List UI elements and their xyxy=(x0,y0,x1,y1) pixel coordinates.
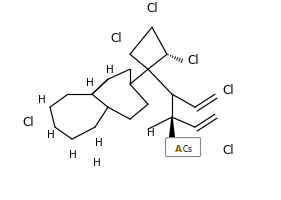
Text: H: H xyxy=(69,149,77,159)
Text: H: H xyxy=(93,157,101,167)
Text: Cl: Cl xyxy=(222,83,234,96)
Text: H: H xyxy=(86,78,94,88)
Text: s: s xyxy=(188,144,192,153)
Text: Cl: Cl xyxy=(22,115,34,128)
Text: H: H xyxy=(147,127,155,137)
Text: Cl: Cl xyxy=(110,32,122,45)
FancyBboxPatch shape xyxy=(166,138,201,157)
Text: A: A xyxy=(175,144,182,153)
Text: H: H xyxy=(106,65,114,75)
Text: H: H xyxy=(47,129,55,139)
Polygon shape xyxy=(169,118,176,147)
Text: H: H xyxy=(38,95,46,105)
Text: C: C xyxy=(182,144,188,153)
Text: Cl: Cl xyxy=(222,143,234,156)
Text: Cl: Cl xyxy=(146,2,158,15)
Text: Cl: Cl xyxy=(187,53,199,66)
Text: H: H xyxy=(95,137,103,147)
